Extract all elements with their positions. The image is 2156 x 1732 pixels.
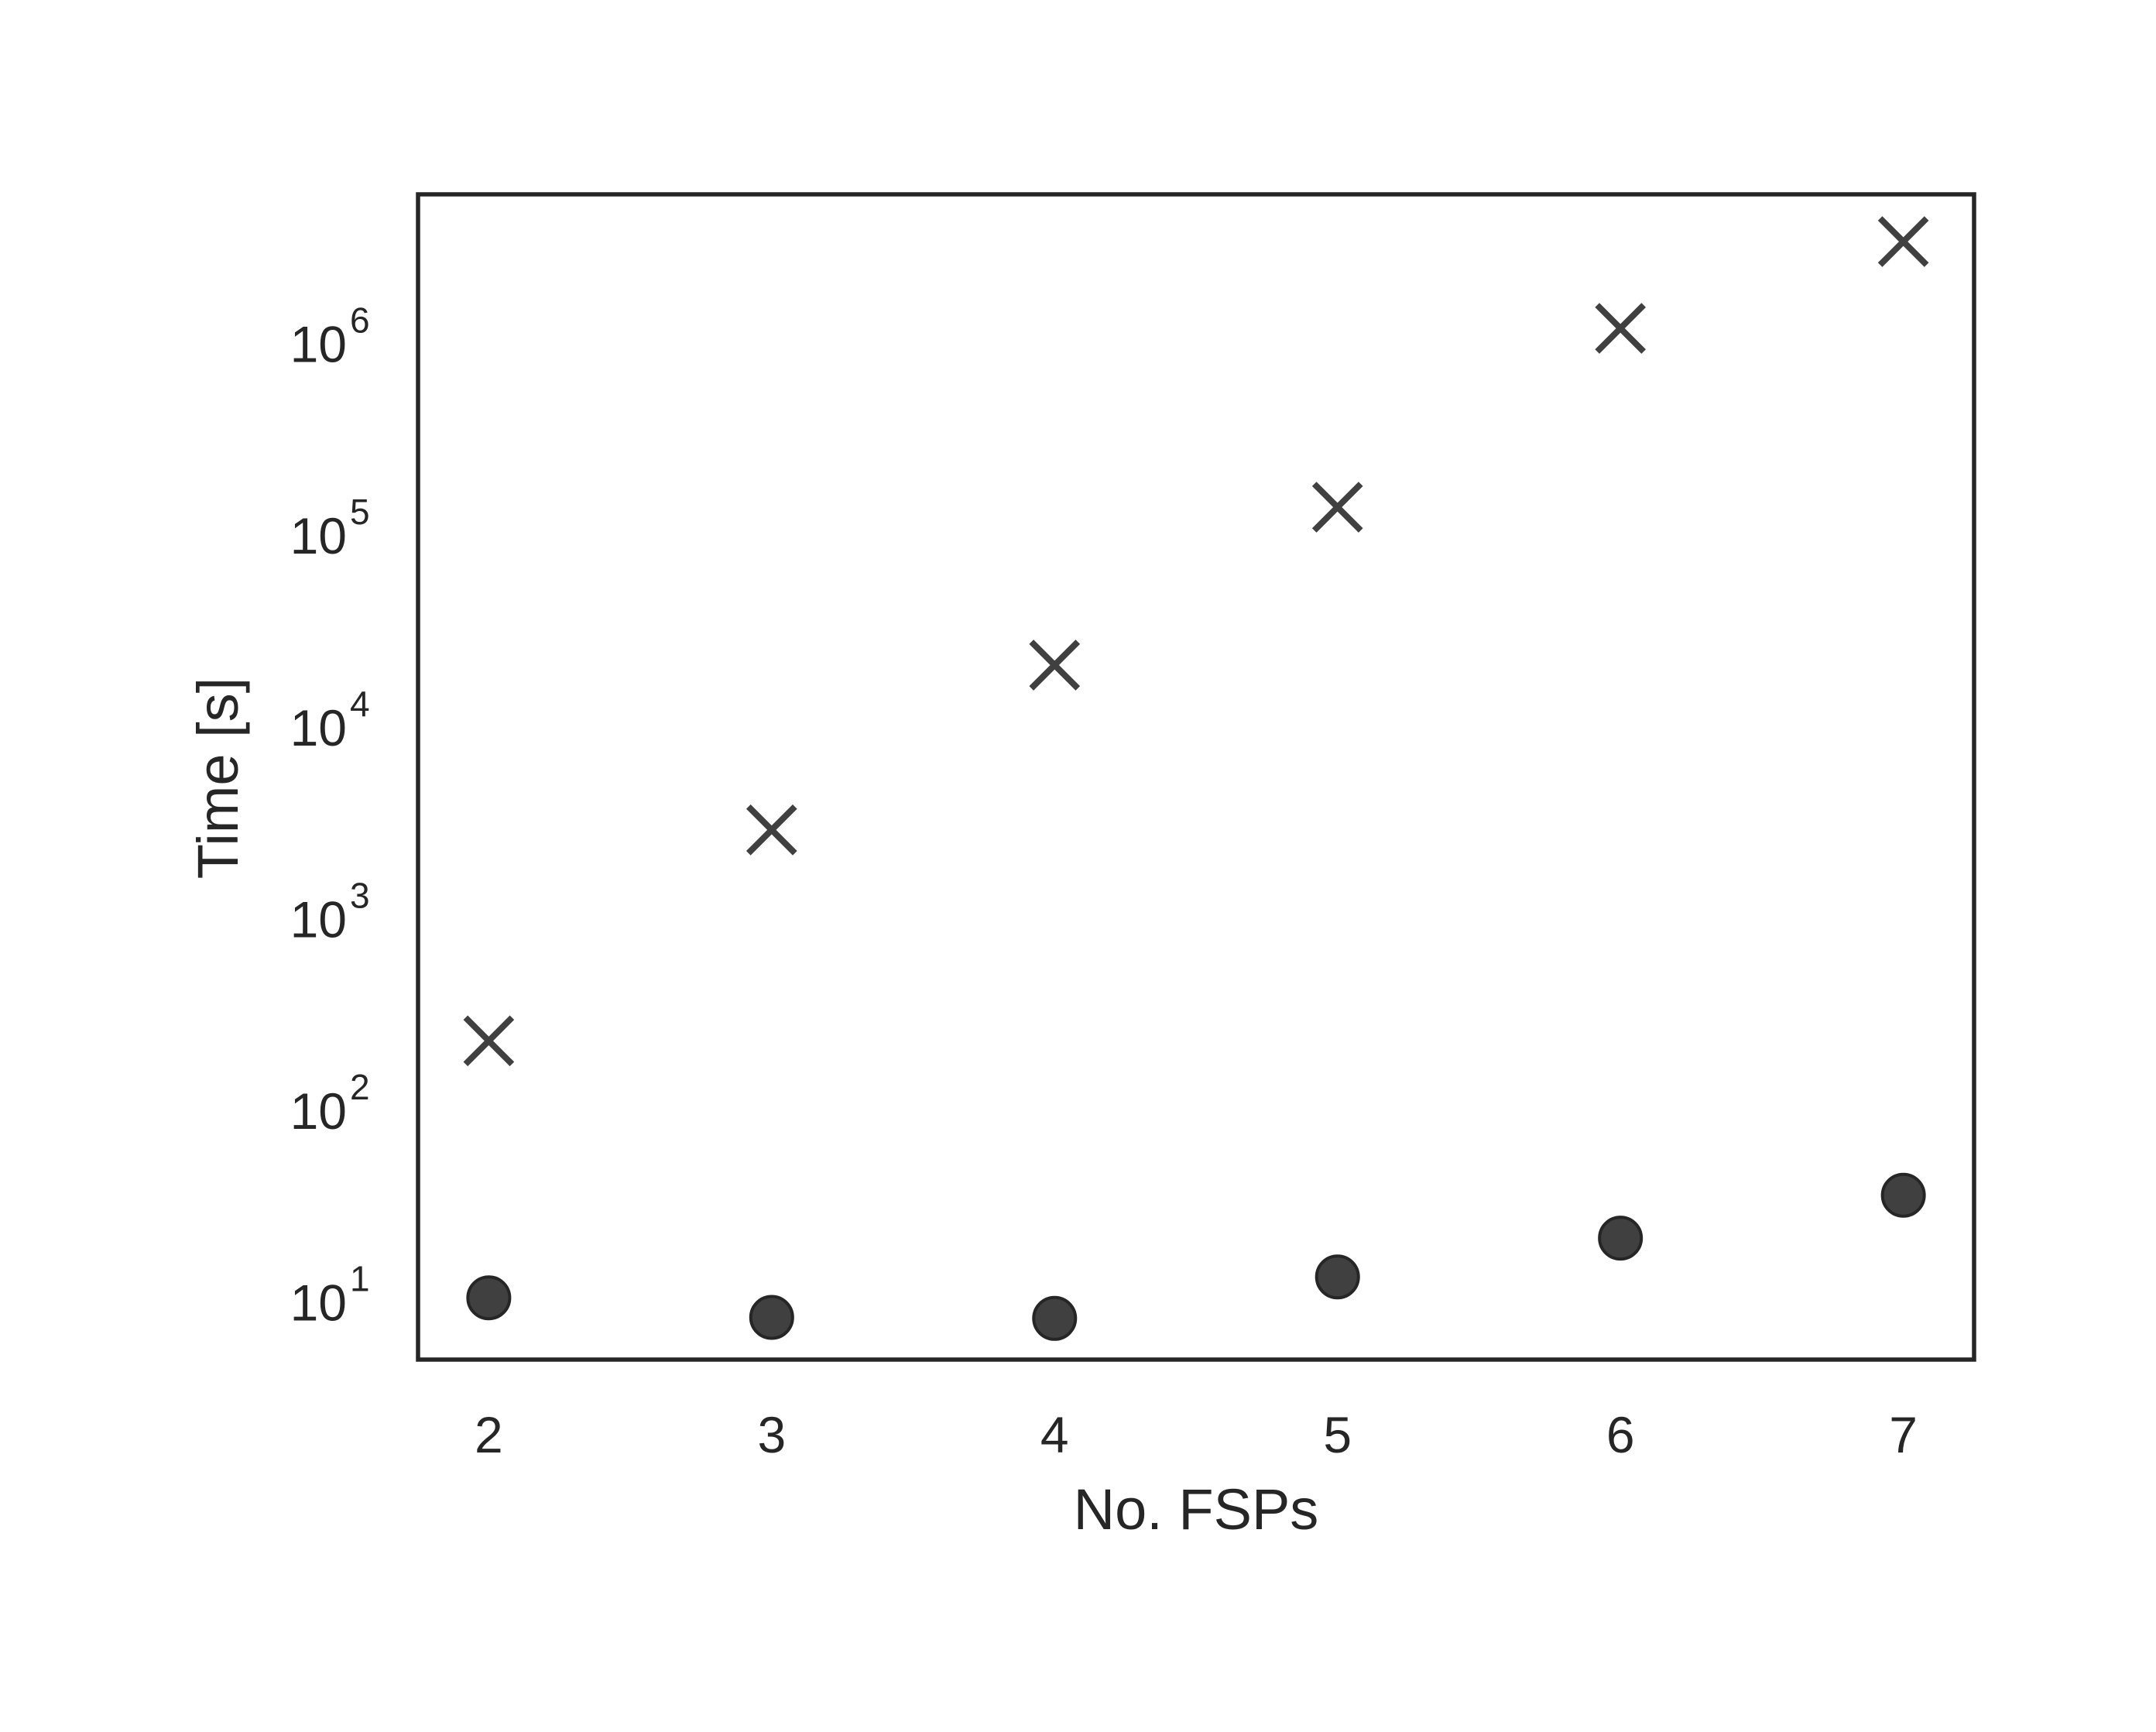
y-tick-label: 10 6 bbox=[290, 300, 370, 373]
y-tick-exponent: 5 bbox=[350, 492, 370, 532]
circle-marker-point bbox=[1032, 1295, 1078, 1341]
y-tick-label: 10 4 bbox=[290, 684, 370, 756]
circle-marker-point bbox=[1315, 1254, 1360, 1300]
plot-marks bbox=[463, 216, 1929, 1341]
y-tick-base: 10 bbox=[290, 699, 347, 756]
y-tick-exponent: 6 bbox=[350, 300, 370, 341]
x-tick-label: 7 bbox=[1889, 1406, 1918, 1463]
x-marker-point bbox=[1029, 640, 1081, 691]
y-tick-base: 10 bbox=[290, 890, 347, 948]
circle-marker-point bbox=[466, 1275, 512, 1321]
x-tick-label: 6 bbox=[1606, 1406, 1635, 1463]
y-axis-label: Time [s] bbox=[186, 677, 250, 879]
circle-marker-point bbox=[1598, 1216, 1644, 1261]
y-tick-base: 10 bbox=[290, 1274, 347, 1331]
x-marker-point bbox=[746, 804, 797, 856]
y-tick-label: 10 5 bbox=[290, 492, 370, 564]
circle-marker-point bbox=[1880, 1172, 1926, 1218]
x-marker-point bbox=[1877, 216, 1929, 267]
circle-marker-point bbox=[749, 1295, 794, 1340]
y-tick-base: 10 bbox=[290, 316, 347, 373]
x-tick-labels: 2 3 4 5 6 7 bbox=[475, 1406, 1918, 1463]
plot-frame bbox=[416, 192, 1976, 1362]
x-tick-label: 3 bbox=[757, 1406, 786, 1463]
y-tick-base: 10 bbox=[290, 1082, 347, 1140]
y-tick-label: 10 2 bbox=[290, 1067, 370, 1140]
y-tick-exponent: 3 bbox=[350, 875, 370, 915]
x-tick-label: 2 bbox=[475, 1406, 503, 1463]
x-tick-label: 5 bbox=[1323, 1406, 1352, 1463]
x-tick-label: 4 bbox=[1040, 1406, 1069, 1463]
y-tick-exponent: 4 bbox=[350, 684, 370, 724]
y-tick-label: 10 3 bbox=[290, 875, 370, 948]
y-tick-exponent: 1 bbox=[350, 1258, 370, 1298]
y-tick-exponent: 2 bbox=[350, 1067, 370, 1107]
x-marker-point bbox=[1595, 303, 1647, 354]
x-marker-point bbox=[1311, 482, 1363, 533]
x-marker-point bbox=[463, 1015, 515, 1067]
y-tick-label: 10 1 bbox=[290, 1258, 370, 1331]
x-axis-label: No. FSPs bbox=[1074, 1477, 1319, 1542]
y-tick-base: 10 bbox=[290, 507, 347, 564]
